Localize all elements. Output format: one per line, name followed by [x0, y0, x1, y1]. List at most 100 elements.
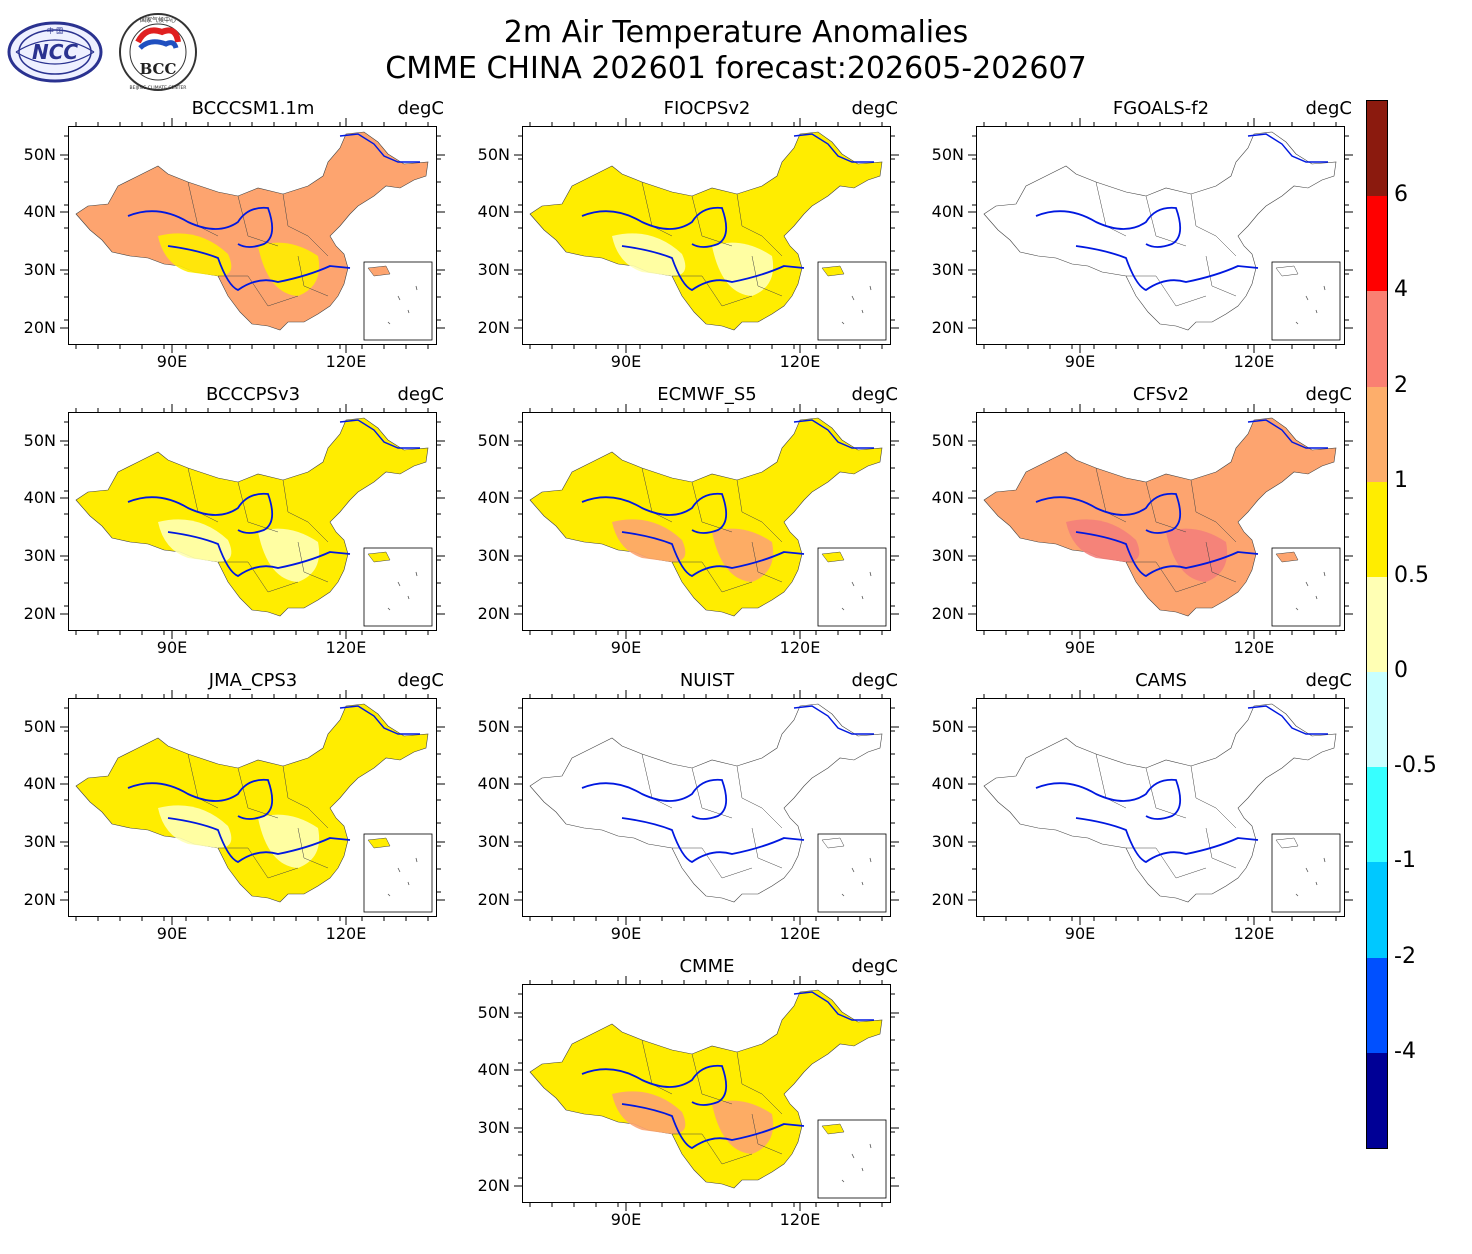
y-tick-label: 40N: [477, 774, 510, 793]
panel-title: BCCCSM1.1m: [191, 98, 315, 119]
x-tick-label: 90E: [156, 924, 188, 943]
china-outline: [529, 703, 883, 903]
y-tick-label: 50N: [23, 717, 56, 736]
x-tick-label: 90E: [156, 352, 188, 371]
y-tick-label: 50N: [23, 431, 56, 450]
x-tick-label: 120E: [779, 924, 821, 943]
y-tick-label: 40N: [477, 1060, 510, 1079]
map-frame: [968, 404, 1353, 639]
panel-bcccpsv3: BCCCPSv3 degC 50N 40N 30N 20N 90E 120E: [24, 384, 445, 682]
panel-unit: degC: [851, 384, 899, 405]
map-frame: [60, 404, 445, 639]
map-frame: [60, 118, 445, 353]
panel-unit: degC: [397, 98, 445, 119]
panel-cmme: CMME degC 50N 40N 30N 20N 90E 120E: [478, 956, 899, 1254]
y-tick-label: 40N: [477, 488, 510, 507]
colorbar-segment: [1367, 196, 1387, 292]
panel-unit: degC: [397, 384, 445, 405]
colorbar-label: 6: [1394, 182, 1408, 208]
map-frame: [60, 690, 445, 925]
panel-unit: degC: [1305, 670, 1353, 691]
colorbar-segment: [1367, 481, 1387, 578]
y-tick-label: 30N: [931, 832, 964, 851]
panel-title: FIOCPSv2: [663, 98, 751, 119]
y-tick-label: 40N: [931, 774, 964, 793]
y-tick-label: 50N: [931, 431, 964, 450]
x-tick-label: 120E: [1233, 924, 1275, 943]
x-tick-label: 90E: [610, 924, 642, 943]
south-china-sea-inset: [1271, 261, 1341, 341]
panel-fiocpsv2: FIOCPSv2 degC 50N 40N 30N 20N 90E 120E: [478, 98, 899, 396]
ncc-logo-text: NCC: [32, 40, 78, 64]
x-tick-label: 120E: [325, 638, 367, 657]
south-china-sea-inset: [1271, 833, 1341, 913]
y-tick-label: 20N: [477, 318, 510, 337]
y-tick-label: 30N: [931, 260, 964, 279]
y-tick-label: 50N: [477, 431, 510, 450]
colorbar-label: -4: [1394, 1038, 1416, 1064]
colorbar-segment: [1367, 576, 1387, 673]
y-tick-label: 30N: [477, 546, 510, 565]
bcc-logo-text: BCC: [140, 60, 177, 78]
south-china-sea-inset: [817, 833, 887, 913]
china-outline: [983, 131, 1337, 331]
panel-title: CFSv2: [1132, 384, 1190, 405]
y-tick-label: 30N: [23, 546, 56, 565]
colorbar-segment: [1367, 767, 1387, 863]
panel-unit: degC: [851, 956, 899, 977]
panel-fgoals-f2: FGOALS-f2 degC 50N 40N 30N 20N 90E 120E: [932, 98, 1353, 396]
colorbar-label: 0.5: [1394, 562, 1429, 588]
main-title: 2m Air Temperature Anomalies: [503, 15, 969, 50]
ncc-logo-small: 中 国: [47, 26, 63, 35]
y-tick-label: 20N: [477, 890, 510, 909]
panel-unit: degC: [1305, 384, 1353, 405]
panel-title: FGOALS-f2: [1112, 98, 1210, 119]
panel-title: ECMWF_S5: [657, 384, 757, 405]
panel-cfsv2: CFSv2 degC 50N 40N 30N 20N 90E 120E: [932, 384, 1353, 682]
colorbar-segment: [1367, 291, 1387, 388]
x-tick-label: 120E: [1233, 352, 1275, 371]
map-frame: [514, 404, 899, 639]
y-tick-label: 40N: [23, 488, 56, 507]
colorbar-label: 4: [1394, 277, 1408, 303]
panel-bcccsm1-1m: BCCCSM1.1m degC 50N 40N 30N 20N 90E 120E: [24, 98, 445, 396]
bcc-logo-ring: BEIJING CLIMATE CENTER: [130, 85, 187, 91]
y-tick-label: 30N: [931, 546, 964, 565]
panel-ecmwf-s5: ECMWF_S5 degC 50N 40N 30N 20N 90E 120E: [478, 384, 899, 682]
y-tick-label: 20N: [23, 604, 56, 623]
x-tick-label: 120E: [779, 1210, 821, 1229]
map-frame: [514, 690, 899, 925]
y-tick-label: 40N: [477, 202, 510, 221]
map-frame: [968, 118, 1353, 353]
colorbar-segment: [1367, 101, 1387, 197]
y-tick-label: 20N: [23, 890, 56, 909]
colorbar-label: 2: [1394, 372, 1408, 398]
y-tick-label: 40N: [23, 774, 56, 793]
x-tick-label: 90E: [610, 638, 642, 657]
colorbar-label: -2: [1394, 943, 1416, 969]
y-tick-label: 40N: [23, 202, 56, 221]
panel-nuist: NUIST degC 50N 40N 30N 20N 90E 120E: [478, 670, 899, 968]
x-tick-label: 90E: [1064, 352, 1096, 371]
x-tick-label: 120E: [325, 352, 367, 371]
x-tick-label: 120E: [1233, 638, 1275, 657]
y-tick-label: 40N: [931, 488, 964, 507]
x-tick-label: 120E: [325, 924, 367, 943]
colorbar-label: 1: [1394, 467, 1408, 493]
colorbar-label: -0.5: [1394, 753, 1437, 779]
x-tick-label: 90E: [1064, 924, 1096, 943]
bcc-logo: BCC 国家气候中心 BEIJING CLIMATE CENTER: [119, 13, 197, 91]
panel-title: CMME: [679, 956, 735, 977]
y-tick-label: 50N: [931, 145, 964, 164]
y-tick-label: 20N: [477, 604, 510, 623]
sub-title: CMME CHINA 202601 forecast:202605-202607: [385, 51, 1087, 86]
colorbar-segment: [1367, 672, 1387, 768]
y-tick-label: 50N: [931, 717, 964, 736]
panel-title: JMA_CPS3: [208, 670, 298, 691]
x-tick-label: 90E: [610, 352, 642, 371]
y-tick-label: 30N: [477, 260, 510, 279]
panel-unit: degC: [397, 670, 445, 691]
y-tick-label: 30N: [477, 1118, 510, 1137]
colorbar: [1366, 100, 1388, 1149]
panel-unit: degC: [1305, 98, 1353, 119]
